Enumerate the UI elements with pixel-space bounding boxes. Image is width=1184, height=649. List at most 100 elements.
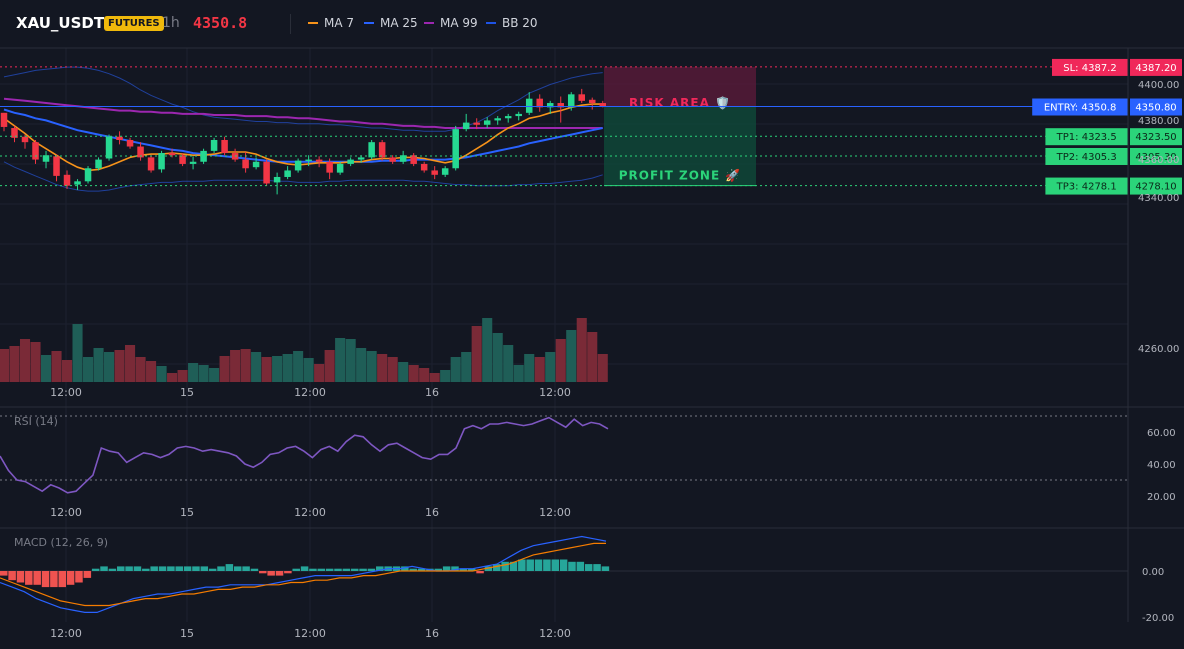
macd-tick-label: 0.00 <box>1142 567 1164 578</box>
volume-bar <box>303 358 314 382</box>
volume-bar <box>230 350 241 382</box>
volume-bar <box>293 351 304 382</box>
candle-body <box>462 122 470 130</box>
ma7-swatch-icon <box>308 22 318 24</box>
volume-bar <box>272 356 283 382</box>
volume-bar <box>503 345 514 382</box>
volume-bar <box>524 354 535 382</box>
volume-bar <box>135 357 146 382</box>
bollinger-bands <box>3 66 603 192</box>
volume-bar <box>492 333 503 382</box>
volume-bar <box>566 330 577 382</box>
tp1-label-box <box>1045 128 1128 146</box>
candle-body <box>546 103 554 108</box>
candle-body <box>95 159 102 169</box>
ma25-swatch-icon <box>364 22 374 24</box>
macd-histogram-bar <box>409 568 417 571</box>
ma7-line <box>3 103 603 172</box>
volume-bar <box>146 361 157 382</box>
candle-body <box>252 161 260 168</box>
macd-histogram-bar <box>601 566 610 571</box>
candle-body <box>578 94 585 101</box>
volume-bar <box>482 318 493 382</box>
macd-histogram-bar <box>242 566 250 571</box>
macd-histogram-bar <box>359 568 367 571</box>
macd-histogram-bar <box>41 571 50 588</box>
candle-body <box>368 142 375 158</box>
tp3-label: TP3: 4278.1 <box>1056 182 1117 193</box>
candle-body <box>536 98 543 108</box>
profit-zone-label: PROFIT ZONE 🚀 <box>619 169 742 183</box>
macd-label: MACD (12, 26, 9) <box>14 536 109 549</box>
volume-bar <box>51 351 62 382</box>
tp1-label: TP1: 4323.5 <box>1056 132 1117 143</box>
candle-body <box>494 118 501 121</box>
macd-histogram-bar <box>233 566 242 571</box>
legend-bb20[interactable]: BB 20 <box>486 16 538 30</box>
macd-histogram-bar <box>292 568 300 571</box>
legend-ma7[interactable]: MA 7 <box>308 16 354 30</box>
candle-body <box>452 129 459 169</box>
candle-body <box>410 155 417 164</box>
candle-body <box>42 155 50 162</box>
candle-body <box>221 140 228 154</box>
volume-bar <box>93 348 104 382</box>
macd-histogram-bar <box>133 566 142 571</box>
macd-histogram-bar <box>300 566 309 571</box>
candle-body <box>179 155 186 164</box>
macd-histogram-bar <box>309 568 317 571</box>
entry-price-box <box>1130 98 1182 116</box>
last-price: 4350.8 <box>193 14 248 32</box>
macd-pane <box>0 535 1128 613</box>
macd-histogram-bar <box>476 571 484 574</box>
macd-histogram-bar <box>559 559 568 571</box>
macd-histogram-bar <box>551 559 560 571</box>
price-tick-label: 4340.00 <box>1138 193 1179 204</box>
candle-body <box>53 156 60 176</box>
candle-body <box>158 153 165 170</box>
candle-body <box>515 113 522 117</box>
candle-body <box>210 140 218 151</box>
candle-body <box>525 98 533 113</box>
legend-ma99[interactable]: MA 99 <box>424 16 478 30</box>
bb-upper-line <box>3 66 603 132</box>
time-tick-label: 12:00 <box>294 627 326 640</box>
volume-bar <box>19 339 31 382</box>
macd-histogram-bar <box>0 571 8 576</box>
tp2-label-box <box>1045 147 1128 165</box>
macd-histogram-bar <box>142 568 150 571</box>
candle-body <box>63 174 71 186</box>
volume-bar <box>251 352 262 382</box>
volume-bar <box>366 351 377 382</box>
candle-body <box>420 163 428 171</box>
macd-histogram-bar <box>367 568 376 571</box>
profit-zone <box>604 106 756 186</box>
volume-bar <box>82 357 94 382</box>
candle-body <box>116 136 123 140</box>
volume-bar <box>345 339 356 382</box>
legend-ma7-label: MA 7 <box>324 16 355 30</box>
symbol-name[interactable]: XAU_USDT <box>16 14 105 32</box>
price-tick-label: 4400.00 <box>1138 80 1179 91</box>
candle-body <box>567 94 575 108</box>
macd-histogram-bar <box>208 568 217 571</box>
macd-histogram-bar <box>75 571 83 583</box>
tp2-price-label: 4305.30 <box>1135 152 1176 163</box>
macd-histogram-bar <box>116 566 125 571</box>
volume-bar <box>209 368 220 382</box>
volume-bar <box>72 324 83 382</box>
macd-histogram-bar <box>50 571 58 588</box>
timeframe[interactable]: 1h <box>162 15 180 31</box>
time-tick-label: 16 <box>425 506 439 519</box>
candles <box>0 88 607 195</box>
macd-histogram-bar <box>317 568 326 571</box>
price-tick-label: 4260.00 <box>1138 344 1179 355</box>
rsi-line <box>0 416 609 494</box>
rsi-tick-label: 60.00 <box>1147 428 1176 439</box>
legend-ma25[interactable]: MA 25 <box>364 16 418 30</box>
sl-label-box <box>1052 58 1128 76</box>
volume-bar <box>198 365 209 382</box>
grid-lines <box>0 48 1128 622</box>
candle-body <box>21 136 29 143</box>
